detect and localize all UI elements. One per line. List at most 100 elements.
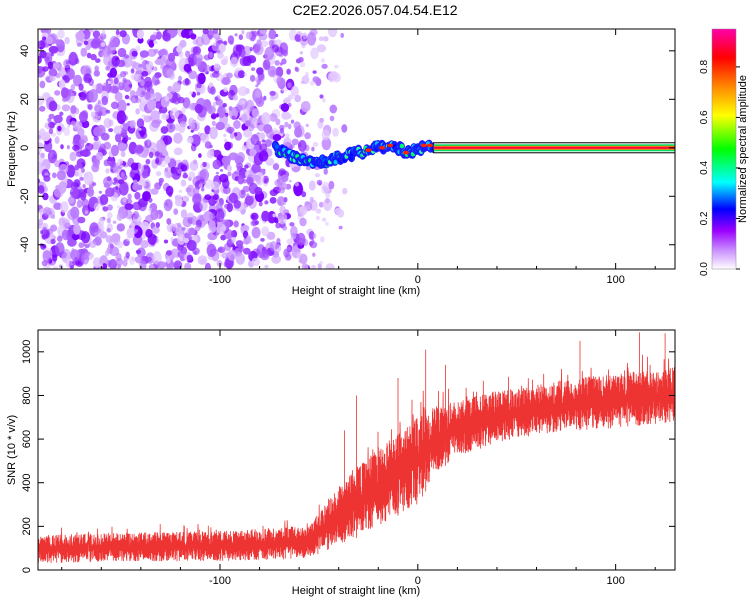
spectrogram-blob: [48, 128, 54, 135]
spectrogram-blob: [272, 134, 282, 141]
spectrogram-y-tick-label: 20: [19, 93, 31, 105]
spectrogram-x-tick-label: 0: [415, 274, 421, 286]
spectrogram-blob: [184, 262, 192, 269]
spectrogram-blob: [112, 181, 116, 185]
line-red-core: [433, 146, 675, 149]
spectrogram-blob: [200, 187, 205, 192]
spectrogram-blob: [224, 141, 232, 151]
spectrogram-blob: [243, 72, 247, 77]
spectrogram-blob: [244, 195, 254, 206]
spectrogram-blob: [190, 134, 201, 147]
spectrogram-blob: [169, 107, 179, 120]
snr-x-axis-label: Height of straight line (km): [292, 585, 420, 597]
spectrogram-blob: [249, 47, 253, 52]
spectrogram-blob: [181, 107, 186, 114]
spectrogram-blob: [279, 205, 286, 214]
spectrogram-blob: [264, 200, 269, 205]
spectrogram-blob: [294, 181, 300, 187]
spectrogram-blob: [251, 257, 261, 266]
spectrogram-blob: [305, 165, 311, 171]
spectrogram-blob: [271, 255, 282, 264]
spectrogram-blob: [164, 155, 171, 164]
spectrogram-blob: [301, 75, 310, 85]
spectrogram-panel: -100 0 100 -40 -20 0 20 40 Height of straight …: [6, 28, 749, 297]
spectrogram-blob: [308, 180, 316, 191]
spectrogram-blob: [63, 219, 71, 227]
spectrogram-blob: [247, 123, 255, 132]
spectrogram-blob: [322, 98, 326, 103]
spectrogram-blob: [116, 59, 126, 68]
spectrogram-blob: [325, 192, 331, 199]
spectrogram-blob: [312, 233, 317, 239]
spectrogram-blob: [286, 238, 295, 245]
spectrogram-blob: [78, 111, 88, 123]
spectrogram-blob: [100, 42, 106, 47]
spectrogram-blob: [204, 125, 211, 135]
spectrogram-blob: [95, 83, 104, 94]
spectrogram-blob: [106, 217, 111, 224]
spectrogram-blob: [128, 83, 133, 88]
spectrogram-y-tick-label: -40: [19, 237, 31, 253]
spectrogram-blob: [42, 192, 49, 201]
spectrogram-blob: [80, 231, 91, 244]
spectrogram-blob: [48, 45, 59, 54]
spectrogram-blob: [101, 263, 108, 269]
spectrogram-blob: [93, 70, 101, 77]
spectrogram-blob: [80, 47, 88, 57]
spectrogram-blob: [49, 152, 54, 158]
spectrogram-blob: [218, 43, 226, 52]
spectrogram-blob: [102, 29, 106, 35]
spectrogram-blob: [120, 129, 128, 137]
spectrogram-blob: [73, 235, 78, 241]
spectrogram-blob: [116, 212, 123, 221]
spectrogram-blob: [311, 146, 315, 152]
spectrogram-blob: [296, 232, 306, 246]
spectrogram-blob: [311, 264, 316, 269]
spectrogram-blob: [305, 123, 309, 128]
spectrogram-blob: [260, 238, 265, 242]
spectrogram-blob: [254, 77, 259, 82]
spectrogram-blob: [129, 256, 135, 265]
spectrogram-blob: [105, 187, 115, 198]
spectrogram-blob: [76, 158, 86, 169]
spectrogram-blob: [52, 62, 61, 69]
spectrogram-blob: [178, 75, 183, 81]
spectrogram-blob: [41, 131, 51, 142]
spectrogram-blob: [255, 89, 262, 99]
spectrogram-blob: [283, 248, 290, 258]
spectrogram-blob: [199, 168, 210, 182]
spectrogram-blob: [223, 229, 234, 240]
spectrogram-blob: [319, 94, 324, 99]
spectrogram-blob: [94, 104, 102, 113]
snr-y-tick-label: 1000: [21, 340, 33, 364]
spectrogram-blob: [112, 220, 117, 224]
spectrogram-blob: [297, 140, 307, 152]
spectrogram-blob: [311, 239, 315, 244]
spectrogram-blob: [74, 58, 80, 65]
spectrogram-blob: [48, 68, 58, 77]
spectrogram-blob: [73, 223, 81, 235]
spectrogram-blob: [92, 84, 97, 90]
spectrogram-blob: [198, 153, 202, 159]
spectrogram-blob: [243, 129, 253, 138]
spectrogram-blob: [151, 226, 160, 234]
spectrogram-blob: [321, 137, 332, 151]
snr-y-tick-label: 200: [21, 517, 33, 535]
spectrogram-blob: [168, 52, 176, 62]
spectrogram-blob: [222, 178, 230, 189]
spectrogram-blob: [127, 193, 132, 200]
spectrogram-blob: [120, 164, 124, 168]
spectrogram-blob: [68, 260, 75, 269]
spectrogram-blob: [176, 46, 182, 53]
spectrogram-blob: [115, 133, 122, 143]
spectrogram-blob: [261, 112, 271, 125]
spectrogram-blob: [111, 144, 119, 157]
spectrogram-blob: [85, 67, 91, 76]
spectrogram-blob: [103, 141, 112, 150]
spectrogram-y-tick-label: 40: [19, 45, 31, 57]
spectrogram-blob: [117, 158, 124, 165]
spectrogram-blob: [45, 56, 50, 62]
spectrogram-blob: [84, 210, 88, 215]
spectrogram-blob: [276, 76, 284, 86]
